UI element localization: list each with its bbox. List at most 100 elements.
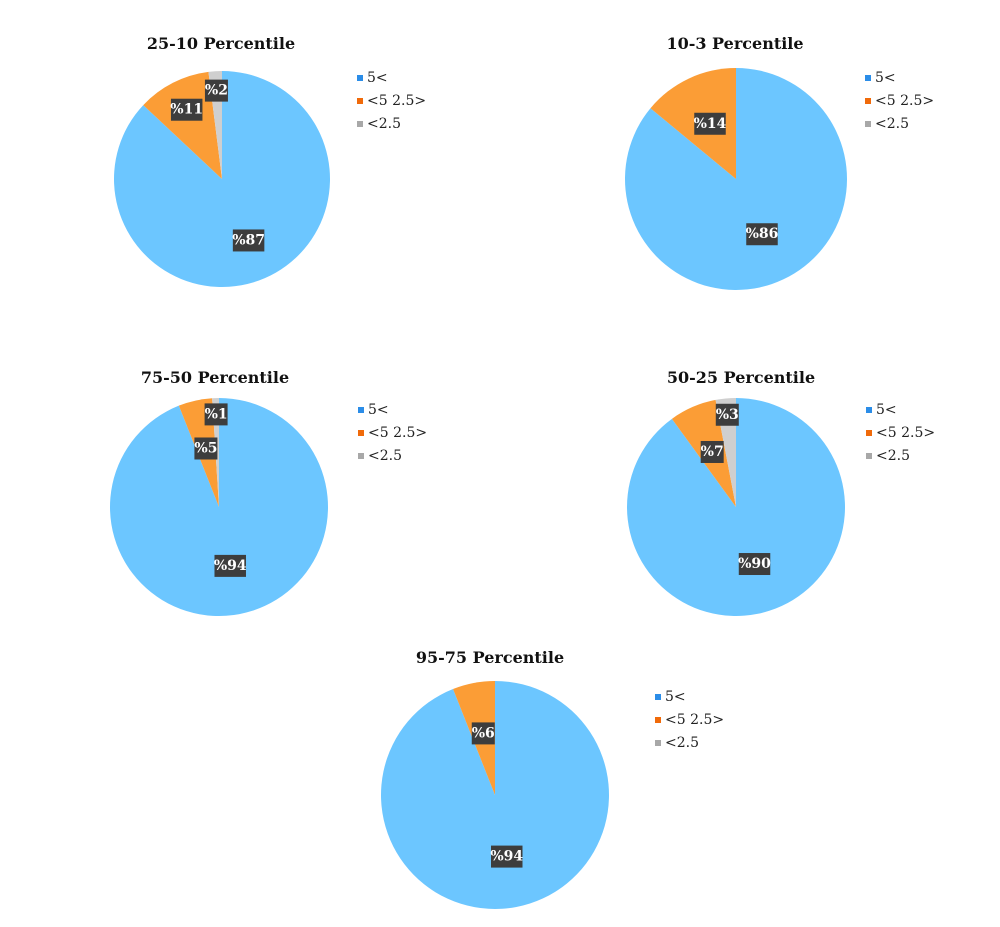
legend-item: 5<	[357, 66, 426, 89]
legend-label: <2.5	[367, 115, 401, 132]
data-label-text: %86	[746, 226, 779, 242]
data-label-text: %94	[490, 849, 523, 865]
data-label: %6	[471, 722, 495, 745]
data-label-text: %1	[205, 406, 228, 422]
legend-label: 5<	[367, 69, 388, 86]
data-label-text: %14	[694, 116, 727, 132]
legend-item: <5 2.5>	[865, 89, 934, 112]
legend-item: <5 2.5>	[358, 421, 427, 444]
legend-item: <2.5	[865, 112, 934, 135]
legend-swatch	[865, 74, 871, 81]
legend-label: 5<	[876, 401, 897, 418]
data-label: %5	[194, 437, 218, 460]
legend-item: <5 2.5>	[357, 89, 426, 112]
data-label-text: %7	[701, 444, 724, 460]
legend-swatch	[358, 429, 364, 436]
chart-title: 10-3 Percentile	[666, 34, 804, 53]
legend-swatch	[655, 716, 661, 723]
legend-item: <5 2.5>	[655, 708, 724, 731]
pie: %94 %6	[380, 681, 609, 909]
legend-item: <5 2.5>	[866, 421, 935, 444]
data-label: %94	[214, 554, 247, 577]
legend: 5< <5 2.5> <2.5	[358, 398, 427, 467]
data-label-box	[490, 845, 523, 868]
data-label: %86	[746, 223, 779, 246]
legend: 5< <5 2.5> <2.5	[866, 398, 935, 467]
legend-label: 5<	[665, 688, 686, 705]
legend-label: <5 2.5>	[665, 711, 725, 728]
legend-swatch	[865, 120, 871, 127]
data-label: %1	[204, 403, 228, 426]
pie-slice	[650, 68, 736, 179]
data-label-box	[746, 223, 778, 246]
legend-swatch	[655, 739, 661, 746]
data-label-box	[204, 403, 228, 426]
legend-item: <2.5	[866, 444, 935, 467]
pie: %94 %5 %1	[109, 398, 329, 616]
pie: %87 %11%2	[113, 71, 330, 287]
pie: %90 %7 %3	[627, 398, 845, 616]
data-label-box	[204, 79, 228, 102]
data-label: %94	[490, 845, 523, 868]
legend-swatch	[358, 406, 364, 413]
legend-label: <5 2.5>	[876, 424, 936, 441]
pie-chart-25-10: 25-10 Percentile %87 %11 %2 5< <5 2.5> <2.…	[0, 0, 500, 320]
data-label-box	[170, 98, 203, 121]
data-label-box	[214, 554, 246, 577]
legend-item: 5<	[866, 398, 935, 421]
legend-label: <2.5	[876, 447, 910, 464]
legend-swatch	[357, 74, 363, 81]
legend-swatch	[357, 97, 363, 104]
legend: 5< <5 2.5> <2.5	[655, 685, 724, 754]
pie: %86 %14	[625, 68, 847, 290]
data-label: %2	[204, 79, 228, 102]
legend-label: <5 2.5>	[368, 424, 428, 441]
data-label-box	[232, 229, 265, 252]
chart-title: 75-50 Percentile	[140, 368, 290, 387]
data-label-text: %94	[214, 558, 247, 574]
data-label-text: %6	[472, 725, 495, 741]
legend-swatch	[655, 693, 661, 700]
legend-label: <2.5	[368, 447, 402, 464]
legend-swatch	[357, 120, 363, 127]
pie-slice	[113, 71, 330, 287]
legend-swatch	[866, 452, 872, 459]
data-label: %87	[232, 229, 265, 252]
legend-swatch	[866, 406, 872, 413]
pie-chart-75-50: 75-50 Percentile %94 %5 %1 5< <5 2.5> <2.5	[0, 330, 500, 630]
data-label: %7	[701, 440, 724, 463]
data-label-box	[715, 403, 739, 426]
data-label: %3	[715, 403, 739, 426]
data-label: %14	[694, 112, 727, 135]
legend-item: 5<	[865, 66, 934, 89]
legend-item: <2.5	[357, 112, 426, 135]
legend-label: <2.5	[875, 115, 909, 132]
legend-label: <2.5	[665, 734, 699, 751]
legend-swatch	[865, 97, 871, 104]
legend-label: <5 2.5>	[875, 92, 935, 109]
legend-label: 5<	[368, 401, 389, 418]
legend-item: <2.5	[655, 731, 724, 754]
data-label-box	[194, 437, 218, 460]
legend-item: 5<	[358, 398, 427, 421]
chart-title: 50-25 Percentile	[666, 368, 816, 387]
data-label: %90	[738, 553, 771, 576]
chart-title: 25-10 Percentile	[146, 34, 296, 53]
data-label-text: %90	[738, 556, 771, 572]
data-label-box	[471, 722, 495, 745]
pie-slice	[143, 71, 222, 179]
data-label-text: %11	[170, 102, 203, 118]
pie-chart-95-75: 95-75 Percentile %94 %6 5< <5 2.5> <2.5	[250, 630, 750, 927]
legend-swatch	[358, 452, 364, 459]
legend-swatch	[866, 429, 872, 436]
legend-item: 5<	[655, 685, 724, 708]
pie-slice	[380, 681, 609, 909]
pie-slice	[109, 398, 329, 616]
data-label-box	[738, 553, 771, 576]
pie-chart-50-25: 50-25 Percentile %90 %7 %3 5< <5 2.5> <2.5	[500, 330, 1000, 630]
legend-label: <5 2.5>	[367, 92, 427, 109]
data-label-text: %87	[232, 232, 265, 248]
data-label-text: %5	[194, 440, 217, 456]
legend: 5< <5 2.5> <2.5	[865, 66, 934, 135]
data-label: %11	[170, 98, 203, 121]
